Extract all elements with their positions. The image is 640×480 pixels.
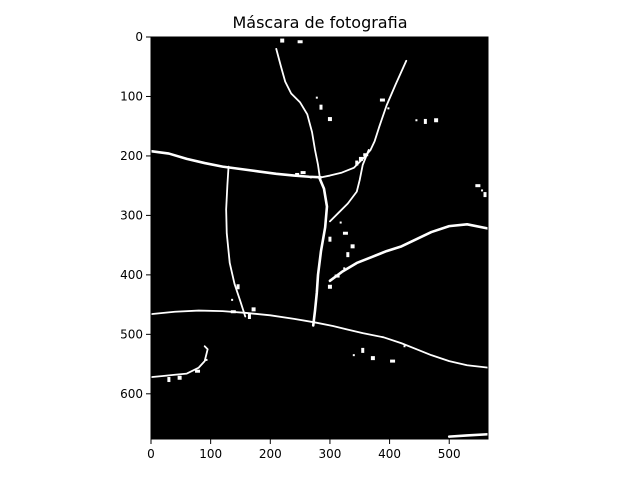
mask-patch bbox=[361, 347, 365, 353]
mask-patch bbox=[236, 284, 240, 290]
mask-patch bbox=[423, 118, 427, 124]
x-tick-label: 0 bbox=[147, 447, 155, 461]
mask-patch bbox=[379, 98, 385, 102]
y-tick-label: 200 bbox=[120, 149, 143, 163]
mask-patch bbox=[334, 274, 340, 278]
mask-patch bbox=[231, 298, 234, 301]
x-axis-ticks: 0 100 200 300 400 500 bbox=[147, 439, 461, 461]
mask-patch bbox=[370, 356, 375, 361]
mask-patch bbox=[346, 252, 350, 258]
x-tick-label: 200 bbox=[259, 447, 282, 461]
mask-patch bbox=[363, 153, 369, 157]
x-tick-label: 400 bbox=[378, 447, 401, 461]
crack-bottom-long bbox=[150, 309, 489, 369]
mask-patch bbox=[355, 160, 359, 166]
mask-patch bbox=[483, 192, 487, 198]
crack-center-vertical bbox=[311, 176, 329, 327]
mask-patch bbox=[309, 176, 312, 179]
y-tick-label: 300 bbox=[120, 208, 143, 222]
y-tick-label: 600 bbox=[120, 387, 143, 401]
chart-title: Máscara de fotografia bbox=[232, 13, 407, 32]
crack-right-diagonal bbox=[328, 223, 490, 283]
mask-patch bbox=[195, 369, 201, 373]
mask-image-background bbox=[151, 37, 488, 439]
mask-patch bbox=[167, 377, 171, 383]
mask-patch bbox=[295, 172, 300, 177]
y-axis-ticks: 0 100 200 300 400 500 600 bbox=[120, 30, 151, 401]
x-tick-label: 300 bbox=[318, 447, 341, 461]
y-tick-label: 0 bbox=[135, 30, 143, 44]
crack-lower-left bbox=[150, 345, 209, 379]
mask-patch bbox=[387, 107, 390, 110]
crack-bottom-right bbox=[447, 432, 490, 438]
mask-patch bbox=[177, 375, 182, 380]
y-tick-label: 100 bbox=[120, 89, 143, 103]
mask-patch bbox=[300, 171, 306, 175]
x-tick-label: 100 bbox=[199, 447, 222, 461]
y-tick-label: 400 bbox=[120, 268, 143, 282]
mask-patch bbox=[251, 307, 256, 312]
mask-patch bbox=[403, 345, 406, 348]
mask-patch bbox=[481, 189, 484, 192]
mask-patch bbox=[247, 314, 251, 319]
x-tick-label: 500 bbox=[438, 447, 461, 461]
mask-patch bbox=[280, 38, 285, 43]
mask-patch bbox=[327, 284, 332, 289]
mask-patch bbox=[475, 184, 481, 188]
mask-patch bbox=[205, 358, 208, 361]
mask-patch bbox=[350, 244, 355, 249]
mask-patch bbox=[315, 96, 318, 99]
image-frame bbox=[150, 36, 489, 440]
mask-patch bbox=[343, 267, 346, 270]
crack-upper-vertical bbox=[275, 47, 321, 179]
mask-patch bbox=[342, 231, 348, 235]
mask-patch bbox=[390, 359, 396, 363]
crack-top-right bbox=[320, 59, 408, 179]
mask-patch bbox=[319, 104, 323, 110]
mask-white-patches bbox=[167, 38, 487, 383]
mask-patch bbox=[339, 221, 342, 224]
mask-patch bbox=[352, 354, 355, 357]
crack-left-vertical bbox=[225, 165, 247, 318]
mask-patch bbox=[434, 118, 439, 123]
mask-patch bbox=[297, 40, 303, 44]
mask-patch bbox=[415, 119, 418, 122]
mask-patch bbox=[327, 117, 332, 122]
crack-branch-right bbox=[329, 149, 370, 223]
y-tick-label: 500 bbox=[120, 327, 143, 341]
mask-patch bbox=[230, 310, 236, 314]
mask-patch bbox=[328, 236, 332, 242]
mask-patch bbox=[358, 156, 363, 161]
